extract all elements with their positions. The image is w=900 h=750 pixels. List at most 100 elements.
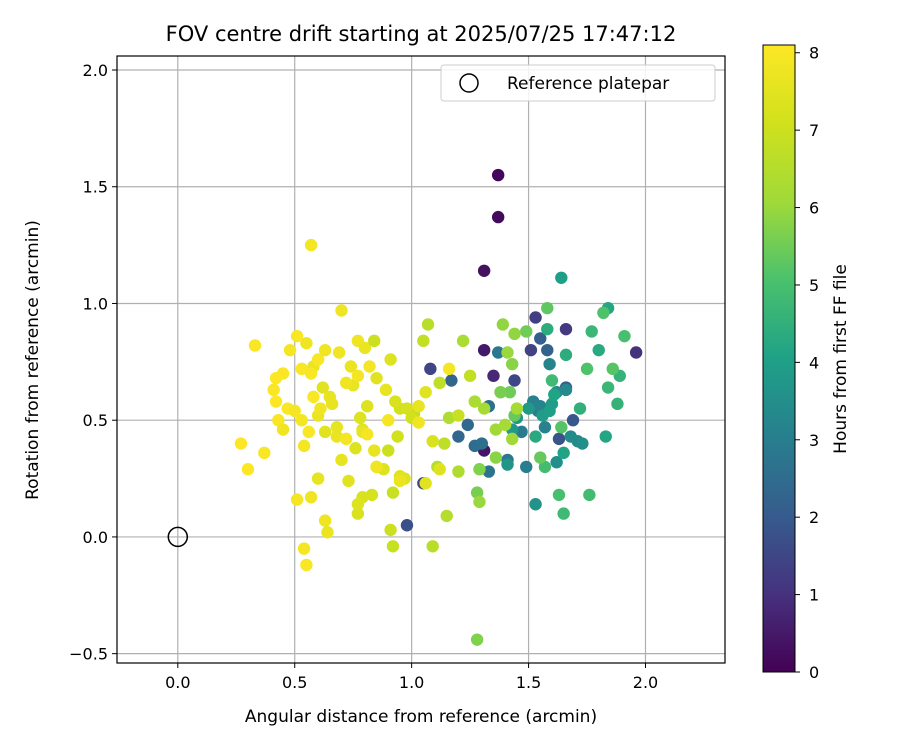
- data-point: [241, 463, 255, 476]
- data-point: [545, 374, 559, 387]
- data-point: [440, 509, 453, 523]
- data-point: [515, 425, 528, 439]
- data-point: [534, 332, 547, 345]
- data-point: [566, 414, 580, 427]
- data-point: [386, 540, 400, 553]
- data-point: [351, 498, 365, 511]
- data-point: [552, 432, 566, 446]
- x-tick-label: 1.5: [516, 673, 541, 692]
- data-point: [522, 402, 535, 415]
- legend-reference-marker-icon: [459, 73, 479, 93]
- data-point: [339, 432, 353, 446]
- data-point: [555, 421, 568, 434]
- data-point: [597, 306, 610, 320]
- y-tick-label: 0.0: [83, 528, 108, 547]
- data-point: [400, 402, 414, 415]
- data-point: [304, 367, 318, 380]
- data-point: [314, 402, 327, 415]
- data-point: [470, 486, 484, 499]
- data-point: [272, 414, 285, 427]
- x-tick-label: 1.0: [399, 673, 424, 692]
- data-point: [297, 439, 311, 453]
- data-point: [419, 477, 432, 490]
- y-ticks: −0.5 0.0 0.5 1.0 1.5 2.0: [69, 61, 117, 664]
- data-point: [520, 325, 533, 338]
- data-point: [534, 451, 547, 464]
- data-point: [332, 346, 346, 359]
- reference-platepar-marker: [167, 526, 189, 548]
- data-point: [412, 399, 425, 413]
- colorbar-label: Hours from first FF file: [831, 264, 851, 454]
- data-point: [269, 395, 283, 408]
- data-point: [426, 540, 439, 553]
- data-point: [506, 432, 519, 446]
- data-point: [489, 451, 503, 464]
- data-point: [330, 430, 344, 443]
- data-point: [529, 498, 542, 511]
- data-point: [501, 458, 514, 471]
- data-point: [599, 430, 612, 443]
- data-point: [520, 460, 533, 474]
- data-point: [248, 339, 262, 352]
- colorbar: 0 1 2 3 4 5 6 7 8 Hours from first FF file: [762, 44, 851, 682]
- data-point: [491, 346, 505, 359]
- data-point: [354, 411, 367, 425]
- data-point: [496, 318, 510, 331]
- data-point: [339, 376, 353, 390]
- data-point: [311, 353, 325, 366]
- data-point: [498, 418, 512, 432]
- data-point: [330, 421, 344, 434]
- colorbar-tick-label: 3: [809, 431, 819, 450]
- data-point: [501, 346, 514, 359]
- data-point: [300, 558, 313, 572]
- data-point: [445, 374, 458, 387]
- data-point: [382, 444, 395, 457]
- data-point: [555, 271, 568, 284]
- legend: Reference platepar: [440, 64, 716, 102]
- data-point: [442, 362, 456, 376]
- data-point: [370, 460, 383, 474]
- data-point: [477, 402, 491, 415]
- x-ticks: 0.0 0.5 1.0 1.5 2.0: [165, 663, 658, 692]
- data-point: [541, 301, 554, 315]
- x-tick-label: 2.0: [633, 673, 658, 692]
- x-tick-label: 0.0: [165, 673, 190, 692]
- data-point: [368, 334, 381, 348]
- colorbar-gradient: [762, 44, 796, 673]
- data-point: [461, 418, 474, 432]
- data-point: [391, 430, 404, 443]
- data-point: [473, 495, 486, 509]
- data-point: [325, 397, 339, 411]
- data-point: [419, 385, 432, 399]
- data-point: [538, 421, 552, 434]
- data-point: [452, 430, 465, 443]
- data-point: [529, 430, 542, 443]
- data-point: [477, 343, 491, 357]
- data-point: [508, 374, 521, 387]
- data-point: [548, 388, 561, 401]
- reference-marker-group: [167, 526, 189, 548]
- data-point: [304, 238, 318, 252]
- data-point: [361, 428, 374, 441]
- colorbar-tick-label: 2: [809, 508, 819, 527]
- data-point: [424, 362, 437, 376]
- data-point: [349, 442, 362, 455]
- legend-box: [440, 64, 716, 102]
- data-point: [307, 390, 320, 404]
- data-point: [482, 465, 496, 478]
- data-point: [433, 376, 446, 390]
- data-point: [297, 542, 311, 555]
- y-tick-label: 1.0: [83, 294, 108, 313]
- data-point: [503, 385, 517, 399]
- data-point: [529, 311, 542, 324]
- data-point: [384, 353, 397, 366]
- chart-title: FOV centre drift starting at 2025/07/25 …: [166, 22, 677, 46]
- data-point: [559, 322, 573, 336]
- data-point: [358, 341, 372, 355]
- data-point: [389, 395, 402, 408]
- data-point: [393, 474, 407, 488]
- data-point: [342, 474, 355, 488]
- data-point: [541, 343, 554, 357]
- data-point: [552, 488, 566, 502]
